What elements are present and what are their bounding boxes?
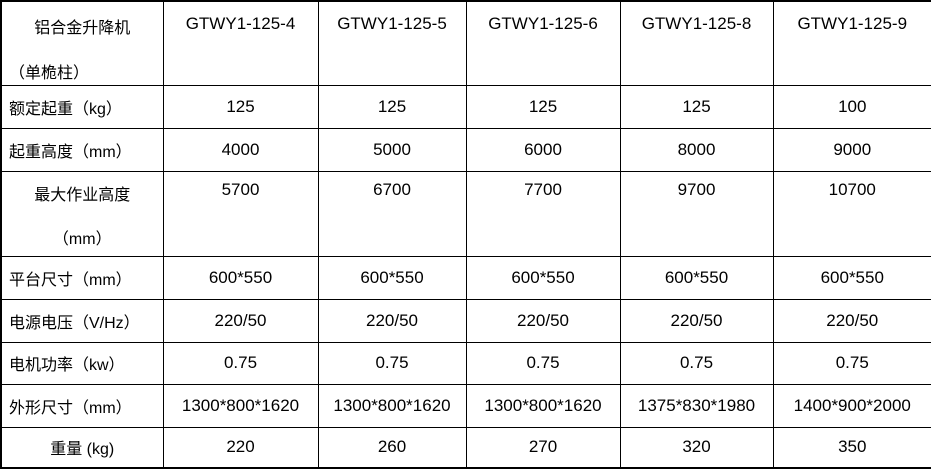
model-header-cell: GTWY1-125-5: [317, 0, 467, 86]
spec-value-cell: 5700: [162, 170, 319, 257]
spec-value-cell: 9700: [619, 170, 774, 257]
table-row-max-working-height: 最大作业高度 （mm） 5700 6700 7700 9700 10700: [0, 170, 931, 257]
spec-value-cell: 320: [619, 426, 774, 469]
spec-label-cell: 重量 (kg): [0, 426, 164, 469]
spec-value-cell: 5000: [317, 127, 467, 172]
spec-value-cell: 220/50: [317, 298, 467, 343]
spec-label-cell: 外形尺寸（mm）: [0, 383, 164, 428]
spec-value-cell: 1300*800*1620: [317, 383, 467, 428]
spec-label-cell: 电源电压（V/Hz）: [0, 298, 164, 343]
spec-value-cell: 1400*900*2000: [772, 383, 931, 428]
spec-label-line2: （mm）: [52, 230, 112, 248]
table-row-lift-height: 起重高度（mm） 4000 5000 6000 8000 9000: [0, 127, 931, 172]
model-header-cell: GTWY1-125-4: [162, 0, 319, 86]
model-header-cell: GTWY1-125-9: [772, 0, 931, 86]
table-row-weight: 重量 (kg) 220 260 270 320 350: [0, 426, 931, 469]
spec-value-cell: 0.75: [619, 341, 774, 385]
spec-value-cell: 1300*800*1620: [162, 383, 319, 428]
spec-value-cell: 9000: [772, 127, 931, 172]
spec-value-cell: 260: [317, 426, 467, 469]
spec-value-cell: 100: [772, 84, 931, 129]
table-row-rated-load: 额定起重（kg） 125 125 125 125 100: [0, 84, 931, 129]
spec-value-cell: 10700: [772, 170, 931, 257]
spec-value-cell: 600*550: [162, 255, 319, 300]
spec-label-cell: 电机功率（kw）: [0, 341, 164, 385]
table-row-power-voltage: 电源电压（V/Hz） 220/50 220/50 220/50 220/50 2…: [0, 298, 931, 343]
spec-value-cell: 0.75: [772, 341, 931, 385]
spec-value-cell: 4000: [162, 127, 319, 172]
product-name-line2: （单桅柱）: [9, 65, 90, 82]
spec-label-line1: 最大作业高度: [34, 186, 131, 204]
spec-value-cell: 7700: [465, 170, 621, 257]
spec-value-cell: 125: [619, 84, 774, 129]
spec-value-cell: 6000: [465, 127, 621, 172]
table-row-overall-size: 外形尺寸（mm） 1300*800*1620 1300*800*1620 130…: [0, 383, 931, 428]
spec-value-cell: 270: [465, 426, 621, 469]
model-header-cell: GTWY1-125-8: [619, 0, 774, 86]
spec-label-cell: 平台尺寸（mm）: [0, 255, 164, 300]
spec-value-cell: 600*550: [619, 255, 774, 300]
spec-value-cell: 600*550: [772, 255, 931, 300]
spec-value-cell: 0.75: [162, 341, 319, 385]
table-row-platform-size: 平台尺寸（mm） 600*550 600*550 600*550 600*550…: [0, 255, 931, 300]
spec-value-cell: 220/50: [619, 298, 774, 343]
spec-value-cell: 1375*830*1980: [619, 383, 774, 428]
spec-label-cell: 额定起重（kg）: [0, 84, 164, 129]
spec-value-cell: 220: [162, 426, 319, 469]
spec-value-cell: 125: [317, 84, 467, 129]
spec-value-cell: 125: [162, 84, 319, 129]
product-name-cell: 铝合金升降机 （单桅柱）: [0, 0, 164, 86]
spec-value-cell: 0.75: [465, 341, 621, 385]
spec-value-cell: 220/50: [772, 298, 931, 343]
spec-value-cell: 600*550: [317, 255, 467, 300]
spec-value-cell: 125: [465, 84, 621, 129]
spec-value-cell: 0.75: [317, 341, 467, 385]
spec-value-cell: 600*550: [465, 255, 621, 300]
product-name-line1: 铝合金升降机: [34, 20, 131, 37]
table-header-row: 铝合金升降机 （单桅柱） GTWY1-125-4 GTWY1-125-5 GTW…: [0, 0, 931, 86]
spec-value-cell: 220/50: [465, 298, 621, 343]
spec-value-cell: 8000: [619, 127, 774, 172]
spec-value-cell: 350: [772, 426, 931, 469]
spec-label-cell: 最大作业高度 （mm）: [0, 170, 164, 257]
spec-value-cell: 1300*800*1620: [465, 383, 621, 428]
model-header-cell: GTWY1-125-6: [465, 0, 621, 86]
table-row-motor-power: 电机功率（kw） 0.75 0.75 0.75 0.75 0.75: [0, 341, 931, 385]
spec-value-cell: 6700: [317, 170, 467, 257]
spec-value-cell: 220/50: [162, 298, 319, 343]
spec-label-cell: 起重高度（mm）: [0, 127, 164, 172]
